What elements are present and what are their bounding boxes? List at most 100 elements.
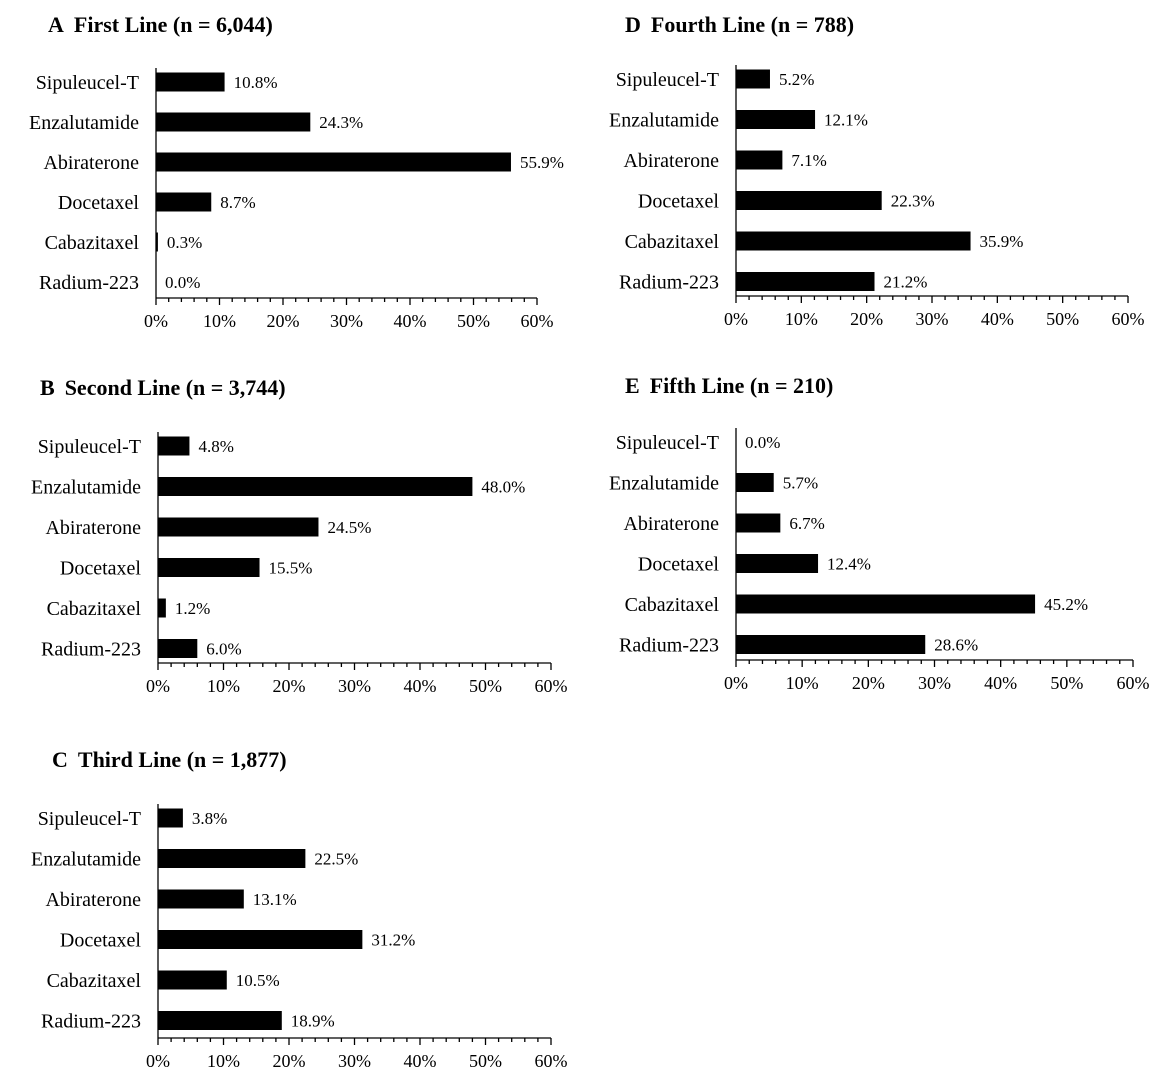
data-label: 3.8% [192,809,227,828]
category-label: Radium-223 [619,635,719,657]
category-label: Enzalutamide [29,112,139,134]
data-label: 22.3% [891,192,935,211]
data-label: 18.9% [291,1012,335,1031]
x-tick-label: 0% [146,676,170,696]
data-label: 4.8% [198,437,233,456]
x-tick-label: 10% [203,311,236,331]
x-tick-label: 40% [981,309,1014,329]
panel-letter: D [625,12,641,37]
panel-title: C Third Line (n = 1,877) [52,747,287,772]
category-label: Sipuleucel-T [38,436,141,458]
bar [736,191,882,210]
bar [158,477,473,496]
x-tick-label: 60% [535,1051,568,1071]
x-tick-label: 10% [207,1051,240,1071]
category-label: Abiraterone [45,889,141,911]
x-tick-label: 30% [330,311,363,331]
panel-title: D Fourth Line (n = 788) [625,12,854,37]
panel-letter: C [52,747,68,772]
data-label: 21.2% [884,273,928,292]
category-label: Cabazitaxel [47,970,142,992]
data-label: 0.0% [165,273,200,292]
category-label: Enzalutamide [31,477,141,499]
category-label: Radium-223 [619,272,719,294]
data-label: 0.3% [167,233,202,252]
x-tick-label: 10% [785,309,818,329]
x-tick-label: 60% [521,311,554,331]
category-label: Radium-223 [41,1011,141,1033]
x-tick-label: 30% [338,1051,371,1071]
data-label: 12.4% [827,555,871,574]
x-tick-label: 40% [394,311,427,331]
x-tick-label: 30% [338,676,371,696]
panel-title: B Second Line (n = 3,744) [40,375,286,400]
category-label: Sipuleucel-T [38,808,141,830]
bar [158,1011,282,1030]
data-label: 10.8% [234,73,278,92]
chart-panel-e: E Fifth Line (n = 210) 0% 10% 20% 30% 40% 50% 60… [609,373,1149,693]
category-label: Cabazitaxel [45,232,140,254]
data-label: 5.2% [779,70,814,89]
x-tick-label: 60% [535,676,568,696]
panel-title: A First Line (n = 6,044) [48,12,273,37]
category-label: Docetaxel [638,191,720,213]
x-tick-label: 20% [850,309,883,329]
panel-title-text: Fourth Line (n = 788) [651,12,854,37]
category-label: Radium-223 [41,639,141,661]
data-label: 35.9% [980,232,1024,251]
x-tick-label: 0% [146,1051,170,1071]
x-tick-label: 20% [273,1051,306,1071]
category-label: Abiraterone [43,152,139,174]
category-label: Abiraterone [45,517,141,539]
bar [158,849,306,868]
bar [158,970,227,990]
category-label: Enzalutamide [31,849,141,871]
bar [156,112,311,132]
x-tick-label: 50% [457,311,490,331]
chart-panel-d: D Fourth Line (n = 788) 0% 10% 20% 30% 40% 50% 6… [609,12,1144,329]
bar [158,598,166,618]
x-tick-label: 50% [1046,309,1079,329]
panel-title-text: Fifth Line (n = 210) [650,373,834,398]
panel-title-text: Second Line (n = 3,744) [65,375,286,400]
bar [158,889,244,909]
bar [736,473,774,492]
x-tick-label: 30% [916,309,949,329]
data-label: 48.0% [481,478,525,497]
category-label: Docetaxel [638,554,720,576]
category-label: Cabazitaxel [47,598,142,620]
panel-title-text: Third Line (n = 1,877) [78,747,287,772]
category-label: Docetaxel [60,930,142,952]
category-label: Sipuleucel-T [36,72,139,94]
data-label: 22.5% [314,850,358,869]
data-label: 12.1% [824,111,868,130]
category-label: Enzalutamide [609,473,719,495]
x-tick-label: 60% [1112,309,1145,329]
panel-letter: B [40,375,55,400]
category-label: Abiraterone [623,513,719,535]
data-label: 31.2% [371,931,415,950]
bar [736,554,819,573]
bar [158,558,260,577]
bar [156,152,511,172]
x-tick-label: 10% [207,676,240,696]
category-label: Cabazitaxel [625,594,720,616]
bar [156,72,225,92]
bar [736,150,783,170]
bar [736,513,781,533]
chart-panel-c: C Third Line (n = 1,877) 0% 10% 20% 30% 40% 50%… [31,747,567,1071]
bar [158,639,198,658]
category-label: Docetaxel [58,192,140,214]
x-tick-label: 0% [724,673,748,693]
x-tick-label: 10% [786,673,819,693]
category-label: Cabazitaxel [625,231,720,253]
data-label: 6.7% [789,514,824,533]
x-tick-label: 50% [469,676,502,696]
data-label: 6.0% [206,640,241,659]
panel-title: E Fifth Line (n = 210) [625,373,833,398]
bar [736,272,875,291]
data-label: 5.7% [783,474,818,493]
panel-letter: A [48,12,64,37]
x-tick-label: 30% [918,673,951,693]
